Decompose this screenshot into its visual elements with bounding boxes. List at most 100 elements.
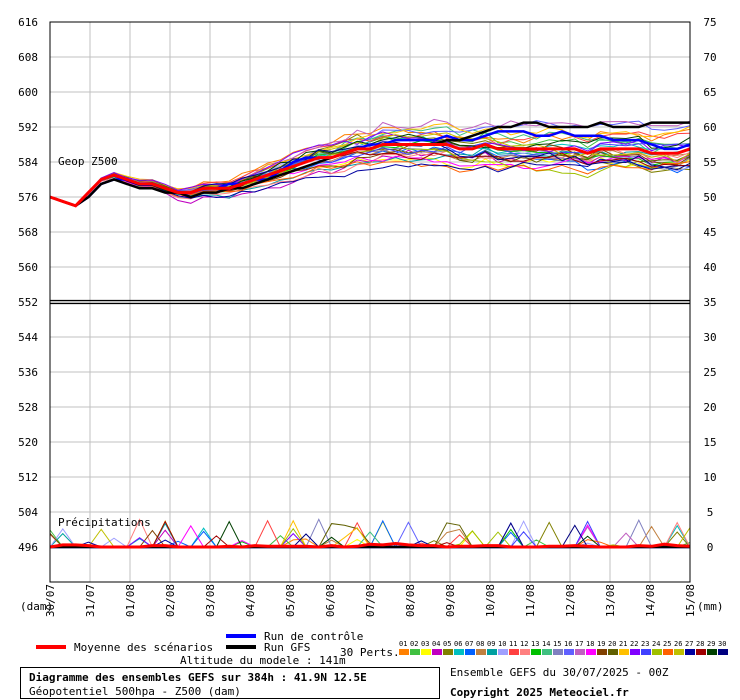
perturbation-swatch — [520, 649, 530, 655]
chart-axes: 6166086005925845765685605525445365285205… — [18, 16, 717, 617]
legend: Moyenne des scénarios Run de contrôle Ru… — [36, 630, 728, 667]
perturbation-swatch — [685, 649, 695, 655]
right-tick-label: 0 — [707, 541, 714, 554]
perturbation-id: 27 — [685, 640, 693, 648]
perturbation-swatch — [553, 649, 563, 655]
perturbation-swatch — [498, 649, 508, 655]
x-tick-label: 03/08 — [204, 584, 217, 617]
left-tick-label: 544 — [18, 331, 38, 344]
perturbation-swatch — [465, 649, 475, 655]
perturbation-id: 26 — [674, 640, 682, 648]
perturbations-label: 30 Perts. — [340, 646, 400, 659]
perturbation-swatch — [597, 649, 607, 655]
precip-label: Précipitations — [58, 516, 151, 529]
legend-mean-label: Moyenne des scénarios — [74, 641, 213, 654]
right-tick-label: 30 — [703, 331, 716, 344]
left-tick-label: 584 — [18, 156, 38, 169]
right-tick-label: 55 — [703, 156, 716, 169]
perturbation-swatch — [630, 649, 640, 655]
left-tick-label: 512 — [18, 471, 38, 484]
perturbation-swatch — [564, 649, 574, 655]
perturbation-id: 03 — [421, 640, 429, 648]
series-precip-line — [49, 541, 691, 549]
perturbation-id: 12 — [520, 640, 528, 648]
perturbation-swatch — [674, 649, 684, 655]
left-tick-label: 552 — [18, 296, 38, 309]
perturbation-swatch — [410, 649, 420, 655]
left-tick-label: 568 — [18, 226, 38, 239]
perturbation-id: 11 — [509, 640, 517, 648]
perturbation-swatch — [575, 649, 585, 655]
perturbation-id: 23 — [641, 640, 649, 648]
series-z500-line — [49, 142, 691, 208]
copyright: Copyright 2025 Meteociel.fr — [450, 686, 629, 699]
perturbation-z500-line — [49, 130, 691, 207]
left-tick-label: 536 — [18, 366, 38, 379]
perturbation-z500-line — [49, 131, 691, 207]
perturbation-swatch — [531, 649, 541, 655]
right-unit-label: (mm) — [697, 600, 724, 613]
left-tick-label: 504 — [18, 506, 38, 519]
main-series-lines — [49, 121, 691, 549]
plot-frame — [49, 21, 691, 583]
right-tick-label: 40 — [703, 261, 716, 274]
right-tick-label: 10 — [703, 471, 716, 484]
perturbation-swatch — [399, 649, 409, 655]
perturbation-swatch — [542, 649, 552, 655]
left-tick-label: 592 — [18, 121, 38, 134]
left-tick-label: 600 — [18, 86, 38, 99]
perturbation-swatch — [432, 649, 442, 655]
perturbation-legend: 01 02 03 04 05 06 07 08 09 10 11 12 13 14 15 16 17 18 19 20… — [399, 640, 728, 655]
chart-grid — [49, 21, 691, 582]
right-tick-label: 5 — [707, 506, 714, 519]
perturbation-id: 07 — [465, 640, 473, 648]
right-tick-label: 60 — [703, 121, 716, 134]
right-tick-label: 15 — [703, 436, 716, 449]
altitude-label: Altitude du modele : 141m — [180, 654, 346, 667]
x-tick-label: 05/08 — [284, 584, 297, 617]
perturbation-swatch — [509, 649, 519, 655]
right-tick-label: 70 — [703, 51, 716, 64]
perturbation-id: 02 — [410, 640, 418, 648]
x-tick-label: 13/08 — [604, 584, 617, 617]
geop-label: Geop Z500 — [58, 155, 118, 168]
x-tick-label: 11/08 — [524, 584, 537, 617]
right-tick-label: 20 — [703, 401, 716, 414]
x-tick-label: 12/08 — [564, 584, 577, 617]
x-tick-label: 02/08 — [164, 584, 177, 617]
perturbation-swatch — [421, 649, 431, 655]
right-tick-label: 25 — [703, 366, 716, 379]
perturbation-swatch — [476, 649, 486, 655]
left-tick-label: 608 — [18, 51, 38, 64]
perturbation-id: 25 — [663, 640, 671, 648]
perturbation-id: 09 — [487, 640, 495, 648]
left-tick-label: 576 — [18, 191, 38, 204]
perturbation-swatch — [487, 649, 497, 655]
x-tick-label: 06/08 — [324, 584, 337, 617]
left-tick-label: 528 — [18, 401, 38, 414]
chart-labels: Geop Z500 Précipitations (dam) (mm) — [20, 155, 724, 613]
perturbation-id: 28 — [696, 640, 704, 648]
left-unit-label: (dam) — [20, 600, 53, 613]
perturbation-id: 18 — [586, 640, 594, 648]
x-tick-label: 15/08 — [684, 584, 697, 617]
perturbation-id: 13 — [531, 640, 539, 648]
perturbation-id: 06 — [454, 640, 462, 648]
left-tick-label: 520 — [18, 436, 38, 449]
perturbation-swatch — [619, 649, 629, 655]
x-tick-label: 31/07 — [84, 584, 97, 617]
x-tick-label: 09/08 — [444, 584, 457, 617]
right-tick-label: 45 — [703, 226, 716, 239]
right-tick-label: 75 — [703, 16, 716, 29]
perturbation-swatch — [652, 649, 662, 655]
perturbation-swatch — [608, 649, 618, 655]
perturbation-id: 08 — [476, 640, 484, 648]
run-info: Ensemble GEFS du 30/07/2025 - 00Z — [450, 666, 669, 679]
chart-subtitle: Géopotentiel 500hpa - Z500 (dam) — [29, 685, 241, 698]
perturbation-id: 21 — [619, 640, 627, 648]
perturbation-swatch — [586, 649, 596, 655]
perturbation-id: 19 — [597, 640, 605, 648]
legend-control-label: Run de contrôle — [264, 630, 363, 643]
perturbation-swatch — [707, 649, 717, 655]
